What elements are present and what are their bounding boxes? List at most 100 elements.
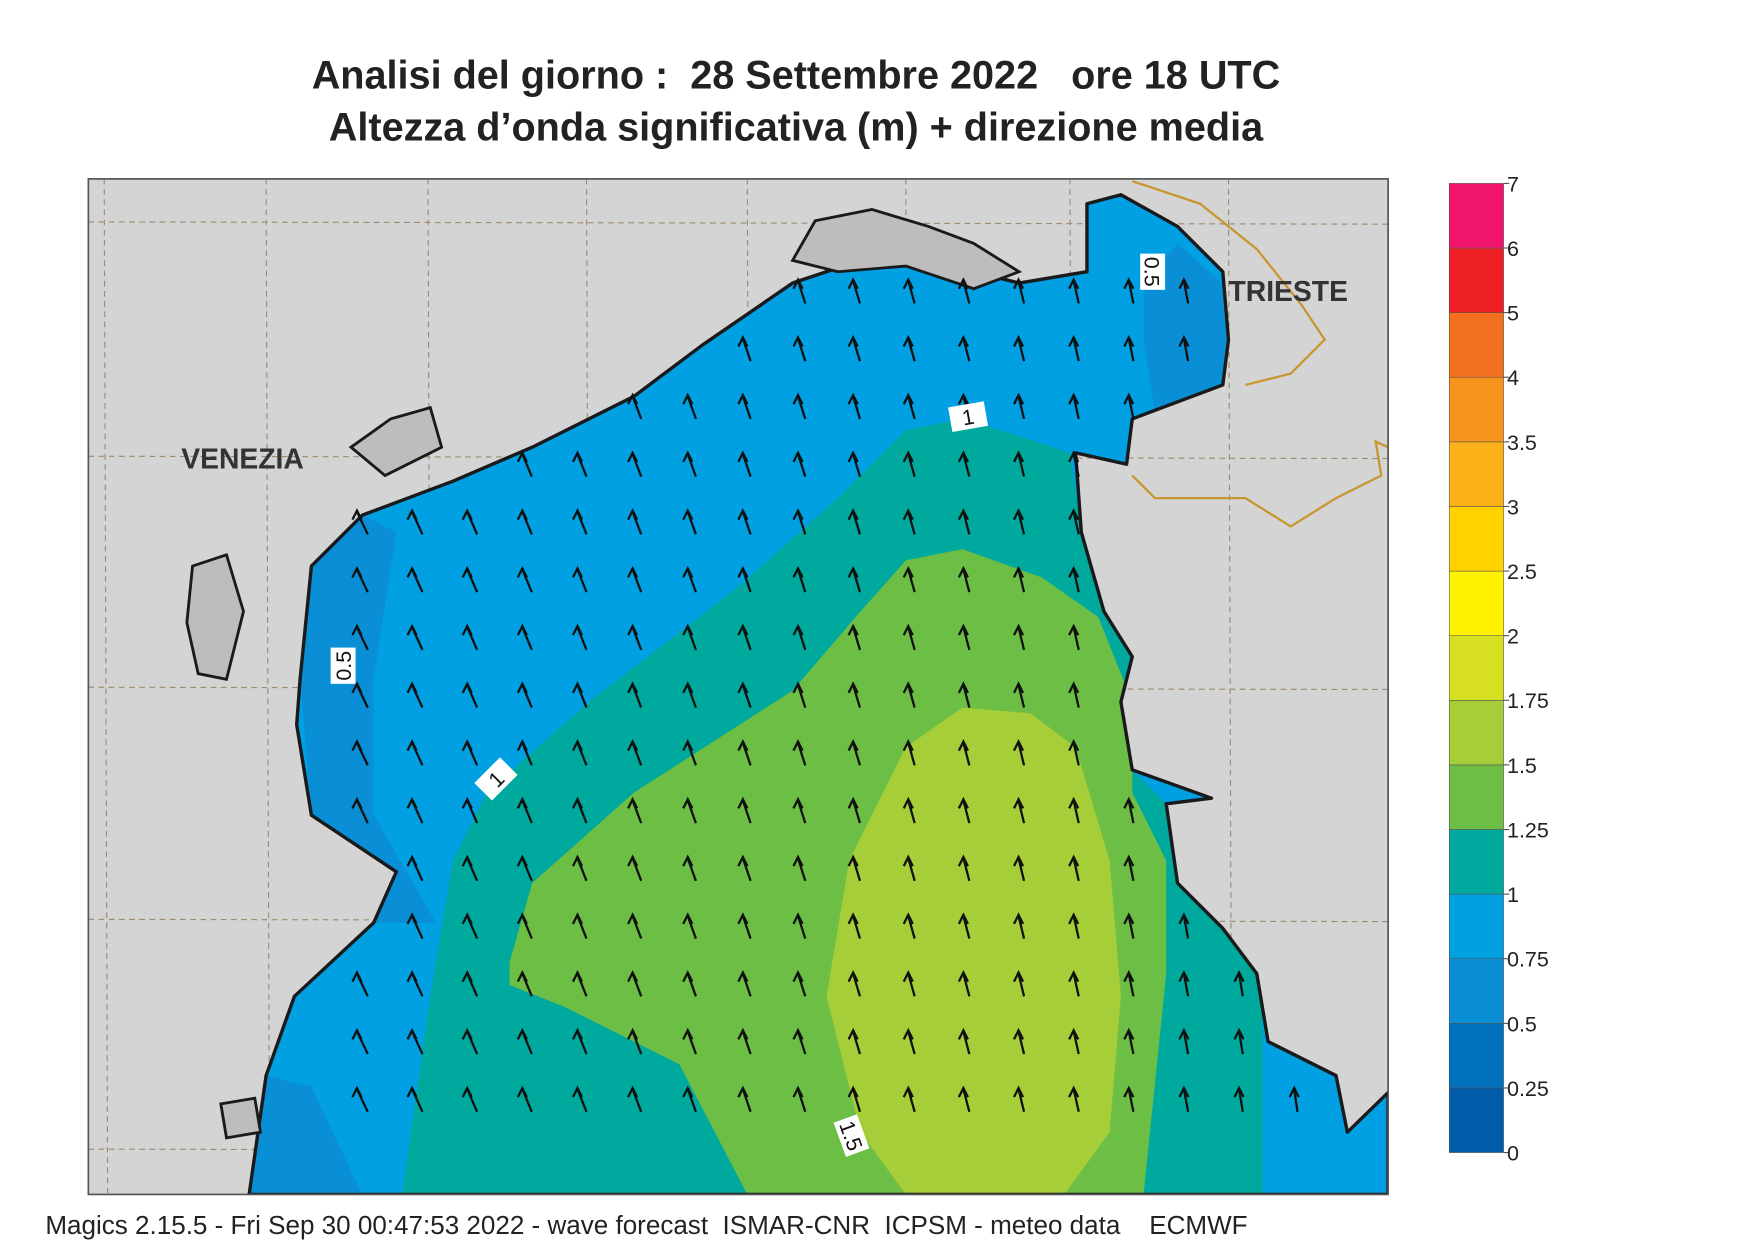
- graticule: [265, 178, 271, 1195]
- direction-arrow: [406, 681, 424, 709]
- direction-arrow: [571, 796, 588, 824]
- direction-arrow: [737, 854, 752, 882]
- direction-arrow: [516, 854, 533, 882]
- direction-arrow: [627, 912, 643, 939]
- direction-arrow: [792, 450, 807, 477]
- direction-arrow: [627, 508, 643, 535]
- direction-arrow: [461, 681, 479, 709]
- colorbar-bin: [1448, 829, 1504, 895]
- direction-arrow: [847, 681, 862, 708]
- direction-arrow: [902, 277, 916, 304]
- contour-label-box: [833, 1114, 870, 1157]
- direction-arrow: [516, 796, 533, 824]
- colorbar-bin: [1448, 247, 1504, 313]
- colorbar-bin: [1448, 506, 1504, 572]
- direction-arrow: [902, 1027, 916, 1055]
- direction-arrow: [516, 1085, 533, 1113]
- colorbar-bin: [1448, 893, 1504, 960]
- direction-arrow: [682, 1027, 697, 1055]
- wave-height-band: [249, 1075, 363, 1195]
- colorbar-bin: [1448, 635, 1504, 701]
- colorbar-label: 4: [1507, 366, 1519, 390]
- direction-arrow: [571, 1085, 588, 1113]
- colorbar-label: 1.5: [1507, 754, 1537, 778]
- direction-arrow: [406, 508, 424, 535]
- direction-arrow: [737, 508, 752, 535]
- direction-arrow: [1123, 1027, 1135, 1055]
- direction-arrow: [847, 912, 862, 939]
- direction-arrow: [682, 1085, 697, 1113]
- direction-arrow: [1123, 277, 1135, 304]
- direction-arrow: [571, 565, 588, 593]
- direction-arrow: [351, 1085, 369, 1113]
- direction-arrow: [957, 1027, 971, 1055]
- direction-arrow: [571, 970, 588, 997]
- direction-arrow: [461, 796, 479, 824]
- direction-arrow: [571, 854, 588, 882]
- contour-label: 0.5: [1140, 257, 1164, 287]
- direction-arrow: [1068, 1085, 1080, 1113]
- direction-arrow: [1123, 796, 1135, 824]
- direction-arrow: [406, 970, 424, 997]
- direction-arrow: [1123, 1085, 1135, 1113]
- direction-arrow: [1068, 1027, 1080, 1055]
- colorbar-label: 2.5: [1507, 560, 1537, 584]
- direction-arrow: [461, 1027, 479, 1055]
- direction-arrow: [406, 623, 424, 651]
- colorbar-label: 1: [1507, 883, 1519, 907]
- direction-arrow: [847, 277, 862, 304]
- direction-arrow: [1178, 334, 1190, 362]
- direction-arrow: [1068, 334, 1080, 362]
- direction-arrow: [847, 1085, 862, 1113]
- direction-arrow: [627, 450, 643, 478]
- direction-arrow: [351, 796, 369, 824]
- direction-arrow: [682, 623, 697, 651]
- colorbar-bin: [1448, 376, 1504, 443]
- direction-arrow: [1012, 796, 1026, 824]
- direction-arrow: [1012, 277, 1026, 304]
- direction-arrow: [737, 739, 752, 766]
- direction-arrow: [957, 912, 971, 939]
- direction-arrow: [792, 1027, 807, 1055]
- direction-arrow: [737, 970, 752, 997]
- direction-arrow: [1288, 1085, 1300, 1112]
- direction-arrow: [957, 970, 971, 997]
- direction-arrow: [351, 739, 369, 766]
- direction-arrow: [571, 739, 588, 766]
- direction-arrow: [737, 1027, 752, 1055]
- direction-arrow: [406, 565, 424, 593]
- direction-arrow: [1012, 1027, 1026, 1055]
- direction-arrow: [737, 681, 752, 708]
- direction-arrow: [902, 796, 916, 824]
- colorbar-label: 2: [1507, 625, 1519, 649]
- subtitle: Altezza d’onda significativa (m) + direz…: [329, 105, 1264, 149]
- colorbar-bin: [1448, 1087, 1504, 1153]
- colorbar-label: 0.75: [1507, 948, 1549, 972]
- colorbar-bin: [1448, 183, 1504, 249]
- direction-arrow: [902, 565, 916, 593]
- direction-arrow: [1178, 1027, 1190, 1055]
- direction-arrow: [1068, 796, 1080, 824]
- lagoon-land: [790, 207, 1023, 291]
- contour-label-group: 1: [948, 401, 989, 433]
- colorbar-label: 1.75: [1507, 689, 1549, 713]
- direction-arrow: [847, 565, 862, 593]
- direction-arrow: [682, 681, 697, 708]
- direction-arrow: [1068, 854, 1080, 882]
- colorbar-label: 5: [1507, 302, 1519, 326]
- direction-arrow: [957, 796, 971, 824]
- direction-arrow: [957, 508, 971, 535]
- direction-arrow: [792, 334, 807, 362]
- direction-arrow: [737, 334, 752, 362]
- direction-arrow: [847, 1027, 862, 1055]
- direction-arrow: [682, 854, 697, 882]
- direction-arrow: [1068, 912, 1080, 939]
- direction-arrow: [957, 681, 971, 708]
- direction-arrow: [627, 1027, 643, 1055]
- direction-arrow: [847, 623, 862, 651]
- direction-arrow: [571, 508, 588, 535]
- border: [1131, 180, 1389, 528]
- direction-arrow: [461, 970, 479, 997]
- direction-arrow: [682, 970, 697, 997]
